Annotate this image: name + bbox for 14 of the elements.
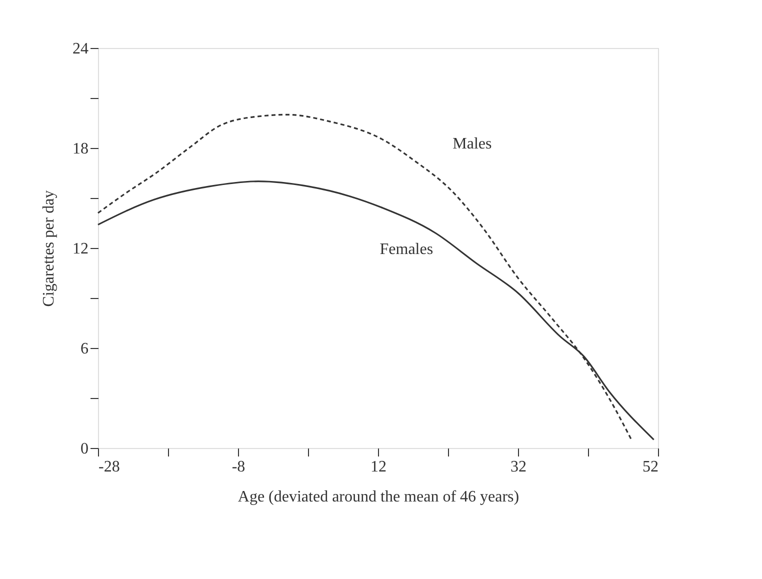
y-tick-label: 24 xyxy=(72,40,88,58)
x-tick-label: -8 xyxy=(232,458,246,476)
series-label: Males xyxy=(452,135,492,152)
series-label: Females xyxy=(380,241,434,258)
y-axis-title: Cigarettes per day xyxy=(40,190,58,307)
y-tick-label: 18 xyxy=(72,140,88,158)
x-tick-label: 32 xyxy=(510,458,526,476)
y-tick-label: 12 xyxy=(72,240,88,258)
x-tick-label: 52 xyxy=(642,458,658,476)
y-tick-label: 6 xyxy=(80,340,88,358)
x-axis-title: Age (deviated around the mean of 46 years) xyxy=(238,488,520,506)
x-tick-label: -28 xyxy=(98,458,120,476)
x-tick-label: 12 xyxy=(370,458,386,476)
y-tick-label: 0 xyxy=(80,440,88,458)
